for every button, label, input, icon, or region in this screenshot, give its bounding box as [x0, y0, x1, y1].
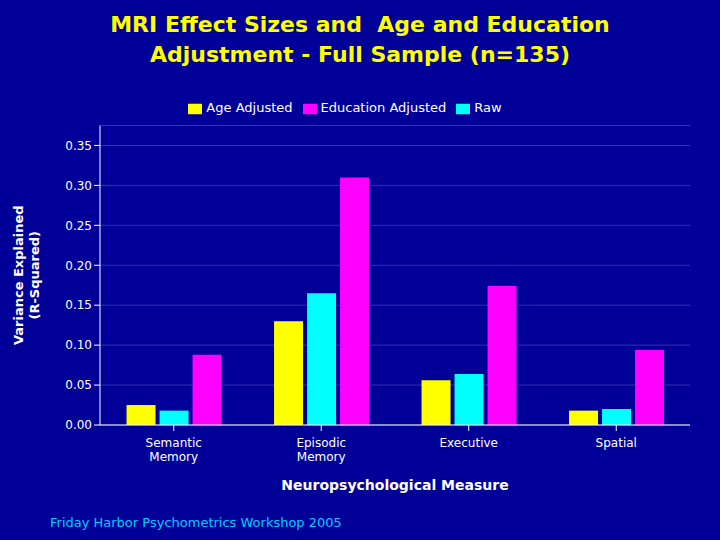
svg-text:Spatial: Spatial	[596, 436, 637, 450]
svg-text:Variance Explained(R-Squared): Variance Explained(R-Squared)	[11, 205, 42, 345]
html-text:Education Adjusted: Education Adjusted	[320, 100, 447, 115]
svg-text:0.15: 0.15	[65, 298, 92, 312]
svg-text:0.00: 0.00	[65, 418, 92, 432]
html-text:MRI Effect Sizes and Age and E: MRI Effect Sizes and Age and Education	[110, 12, 610, 37]
svg-text:0.10: 0.10	[65, 338, 92, 352]
svg-text:0.20: 0.20	[65, 259, 92, 273]
html-text:Raw: Raw	[474, 100, 502, 115]
svg-text:0.35: 0.35	[65, 139, 92, 153]
html-text:Friday Harbor Psychometrics Wo: Friday Harbor Psychometrics Workshop 200…	[50, 515, 342, 530]
svg-text:SemanticMemory: SemanticMemory	[146, 436, 202, 464]
svg-text:Neuropsychological Measure: Neuropsychological Measure	[281, 477, 508, 493]
svg-text:Executive: Executive	[440, 436, 498, 450]
html-text:Age Adjusted: Age Adjusted	[206, 100, 293, 115]
svg-text:0.30: 0.30	[65, 179, 92, 193]
svg-text:0.05: 0.05	[65, 378, 92, 392]
svg-text:EpisodicMemory: EpisodicMemory	[296, 436, 346, 464]
svg-text:0.25: 0.25	[65, 219, 92, 233]
html-text:Adjustment - Full Sample (n=13: Adjustment - Full Sample (n=135)	[150, 42, 570, 67]
